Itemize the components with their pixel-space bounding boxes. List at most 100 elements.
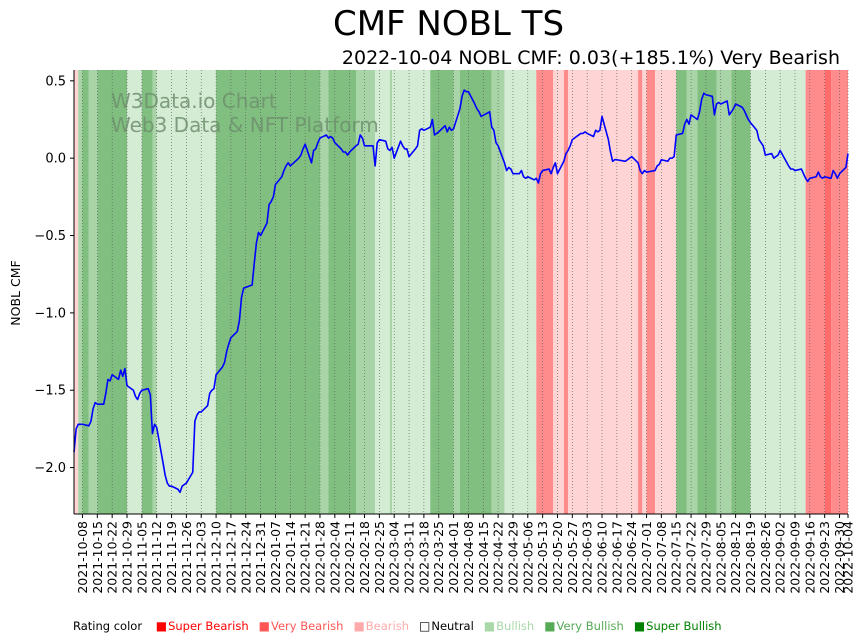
x-tick-label: 2022-07-22 (684, 521, 699, 594)
rating-band (536, 70, 554, 514)
rating-band (319, 70, 329, 514)
x-tick-label: 2022-07-01 (639, 521, 654, 594)
y-tick-label: −2.0 (34, 461, 66, 476)
legend-label: Bearish (365, 618, 409, 633)
x-tick-label: 2022-05-27 (565, 521, 580, 594)
x-tick-label: 2022-05-06 (520, 521, 535, 594)
vertical-gridlines (82, 70, 849, 514)
legend-swatch-icon: ■ (633, 618, 646, 633)
legend-label: Very Bullish (556, 618, 624, 633)
x-tick-label: 2021-12-24 (238, 521, 253, 594)
rating-band (216, 70, 320, 514)
x-tick-label: 2022-09-09 (787, 521, 802, 594)
series-line-nobl-cmf (73, 89, 849, 494)
x-tick-label: 2022-07-15 (669, 521, 684, 594)
y-tick-label: −1.0 (34, 306, 66, 321)
legend-swatch-icon: ■ (258, 618, 270, 633)
rating-band (74, 70, 79, 514)
rating-band (78, 70, 83, 514)
rating-band (430, 70, 454, 514)
legend-label: Very Bearish (270, 618, 344, 633)
rating-band (328, 70, 357, 514)
x-tick-label: 2022-06-24 (624, 521, 639, 594)
x-tick-label: 2022-02-25 (372, 521, 387, 594)
x-tick-label: 2022-03-18 (416, 521, 431, 594)
rating-band (568, 70, 639, 514)
x-tick-label: 2022-05-13 (535, 521, 550, 594)
x-tick-label: 2022-03-04 (387, 521, 402, 594)
legend-item: □Neutral (419, 617, 474, 634)
legend-item: ■Bearish (353, 617, 409, 634)
y-tick-label: −1.5 (34, 384, 66, 399)
x-tick-label: 2022-09-30 (832, 521, 847, 594)
rating-band (686, 70, 698, 514)
legend-item: ■Super Bullish (634, 617, 722, 634)
rating-band (655, 70, 677, 514)
x-axis-ticks: 2021-10-08 2021-10-15 2021-10-22 2021-10-29… (75, 514, 856, 594)
x-tick-label: 2022-04-29 (505, 521, 520, 594)
x-tick-label: 2021-10-22 (105, 521, 120, 594)
y-tick-label: −0.5 (34, 229, 66, 244)
rating-band (82, 70, 89, 514)
legend-label: Super Bearish (168, 618, 249, 633)
x-tick-label: 2022-06-10 (595, 521, 610, 594)
y-axis-label: NOBL CMF (8, 260, 23, 325)
rating-band (716, 70, 732, 514)
rating-band (459, 70, 492, 514)
x-tick-label: 2022-07-29 (698, 521, 713, 594)
x-tick-label: 2021-10-29 (120, 521, 135, 594)
x-tick-label: 2022-08-12 (728, 521, 743, 594)
rating-band (453, 70, 460, 514)
watermark-line: Web3 Data & NFT Platform (111, 113, 379, 137)
x-tick-label: 2022-08-26 (758, 521, 773, 594)
x-tick-label: 2021-12-10 (209, 521, 224, 594)
legend-label: Super Bullish (646, 618, 722, 633)
rating-band (563, 70, 569, 514)
x-tick-label: 2022-03-11 (402, 521, 417, 594)
x-tick-label: 2022-04-15 (476, 521, 491, 594)
x-tick-label: 2022-02-11 (342, 521, 357, 594)
rating-band (824, 70, 832, 514)
rating-band (750, 70, 806, 514)
legend-swatch-icon: ■ (353, 618, 365, 633)
y-axis-ticks: 0.5 0.0 −0.5 −1.0 −1.5 −2.0 (34, 74, 74, 476)
x-tick-label: 2022-08-19 (743, 521, 758, 594)
x-tick-label: 2022-04-22 (491, 521, 506, 594)
x-tick-label: 2022-05-20 (550, 521, 565, 594)
x-tick-label: 2021-11-26 (179, 521, 194, 594)
chart-subtitle: 2022-10-04 NOBL CMF: 0.03(+185.1%) Very … (341, 47, 840, 69)
x-tick-label: 2022-08-05 (713, 521, 728, 594)
rating-band (504, 70, 537, 514)
legend-item: ■Very Bearish (259, 617, 344, 634)
legend-label: Bullish (496, 618, 535, 633)
legend-swatch-icon: □ (419, 618, 431, 633)
legend-item: ■Very Bullish (544, 617, 624, 634)
rating-band (375, 70, 390, 514)
rating-band (642, 70, 647, 514)
x-tick-label: 2021-12-31 (253, 521, 268, 594)
x-tick-label: 2022-03-25 (431, 521, 446, 594)
x-tick-label: 2022-10-04 (841, 521, 856, 594)
rating-band (392, 70, 431, 514)
legend-swatch-icon: ■ (155, 618, 168, 633)
rating-bands (74, 70, 848, 514)
x-tick-label: 2022-01-07 (268, 521, 283, 594)
x-tick-label: 2022-04-01 (446, 521, 461, 594)
axes (73, 70, 848, 515)
rating-legend: Rating color ■Super Bearish ■Very Bearish… (73, 617, 722, 634)
rating-band (638, 70, 643, 514)
x-tick-label: 2022-01-14 (283, 521, 298, 594)
x-tick-label: 2021-11-19 (164, 521, 179, 594)
y-tick-label: 0.0 (45, 152, 66, 167)
rating-band (676, 70, 687, 514)
x-tick-label: 2022-02-04 (327, 521, 342, 594)
x-tick-label: 2022-06-03 (580, 521, 595, 594)
y-tick-label: 0.5 (45, 74, 66, 89)
legend-item: ■Bullish (484, 617, 534, 634)
rating-band (88, 70, 98, 514)
x-tick-label: 2022-09-02 (773, 521, 788, 594)
x-tick-label: 2022-06-17 (609, 521, 624, 594)
rating-band (697, 70, 717, 514)
